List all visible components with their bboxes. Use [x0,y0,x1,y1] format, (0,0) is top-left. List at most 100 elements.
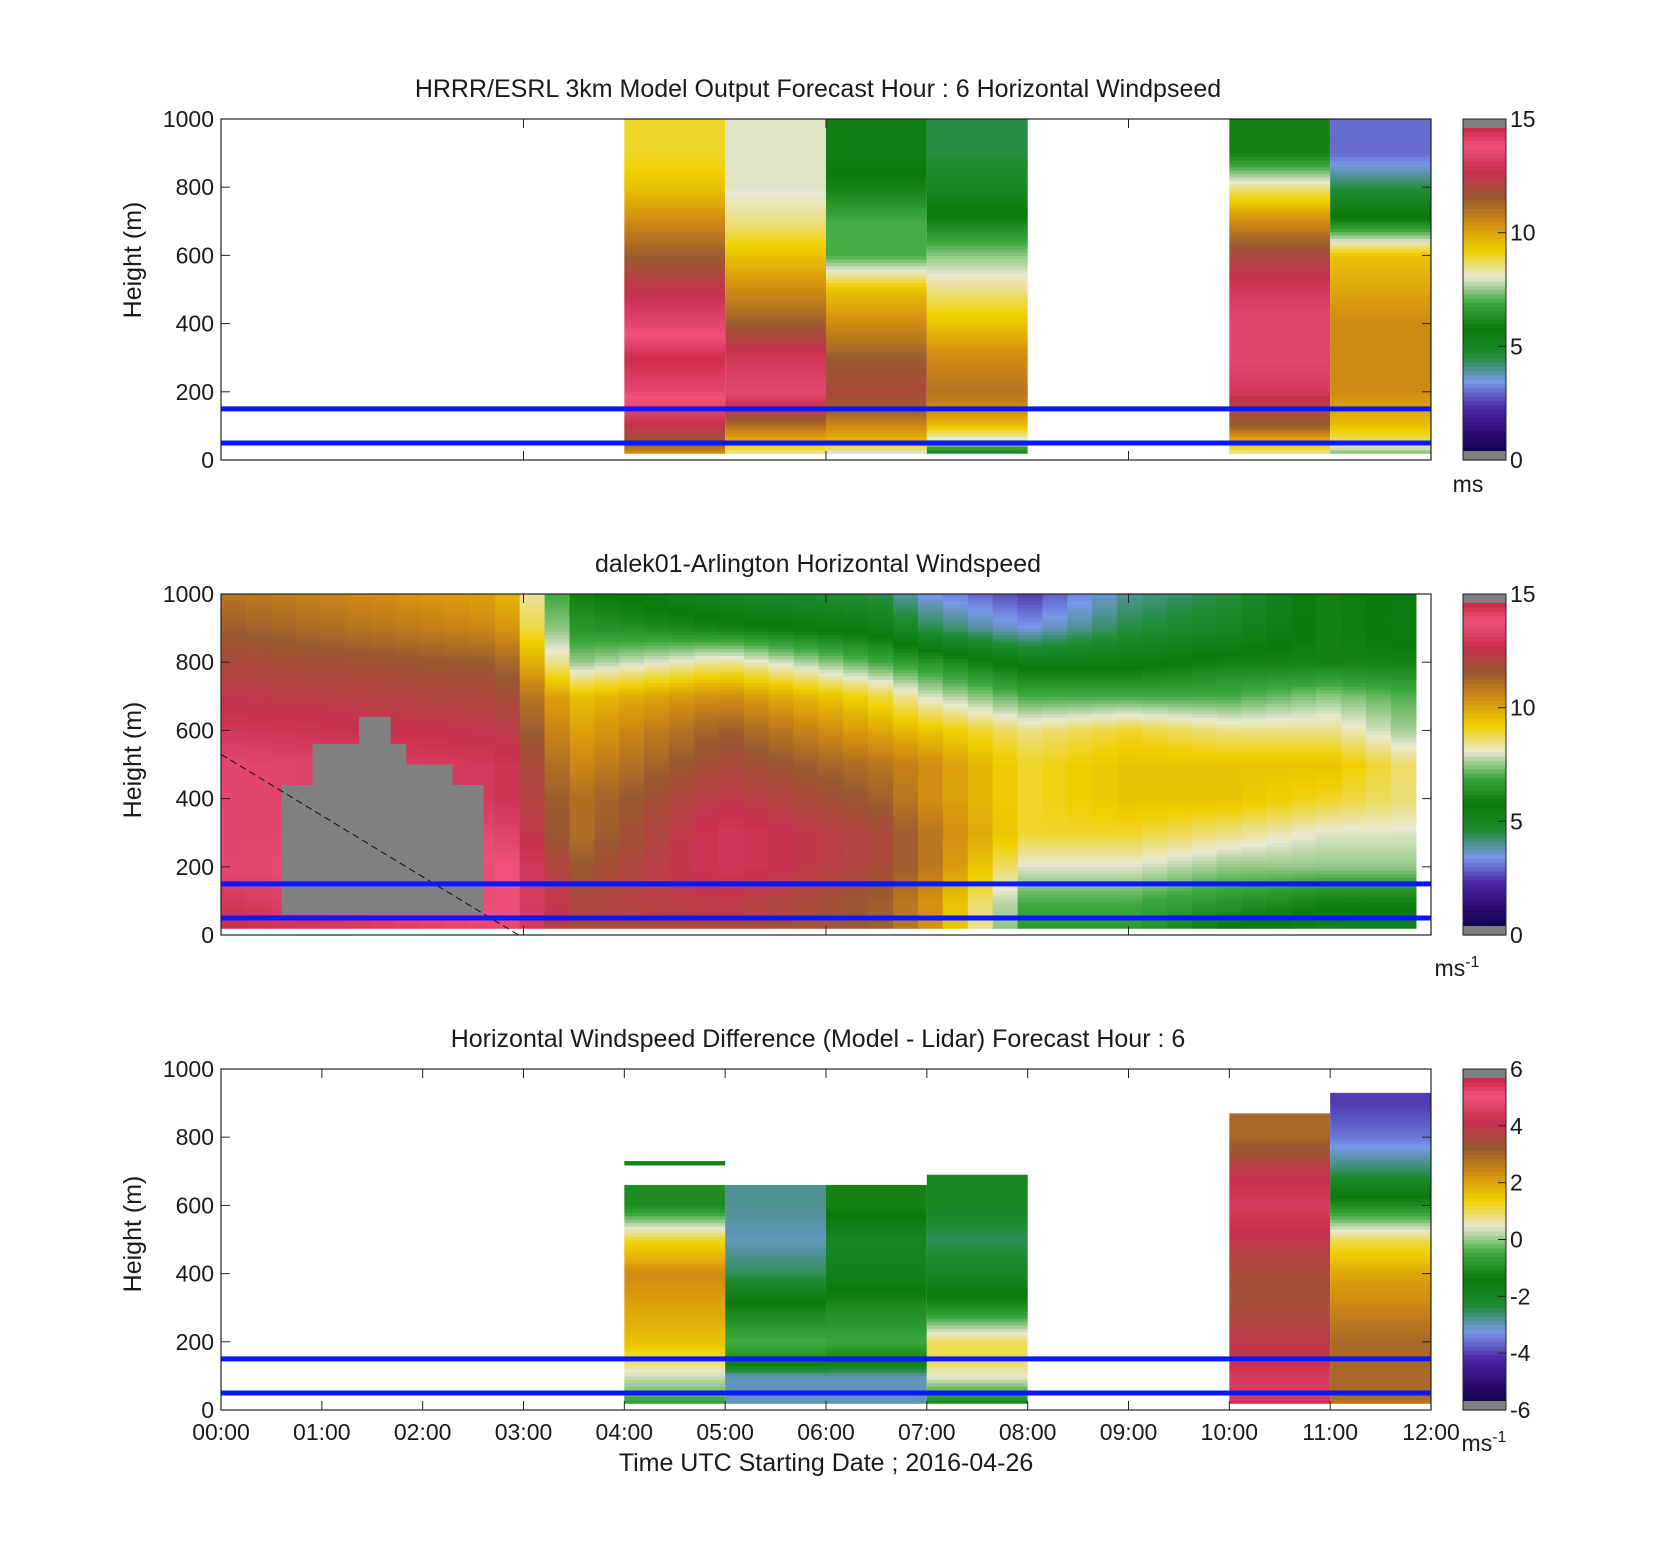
heatmap-cell [718,594,745,599]
heatmap-cell [1241,686,1268,691]
heatmap-cell [1117,665,1143,670]
heatmap-cell [725,347,826,352]
heatmap-cell [619,921,645,926]
heatmap-cell [1266,709,1293,714]
heatmap-cell [320,638,347,643]
heatmap-cell [445,631,471,636]
heatmap-cell [270,723,297,728]
heatmap-cell [1067,699,1093,704]
heatmap-cell [868,815,894,820]
heatmap-cell [718,713,745,718]
heatmap-cell [967,795,994,800]
heatmap-cell [569,842,595,847]
heatmap-cell [1330,149,1431,154]
heatmap-cell [1017,634,1044,639]
heatmap-cell [1017,733,1044,738]
heatmap-cell [893,873,919,878]
heatmap-cell [768,669,795,674]
heatmap-cell [1291,877,1317,882]
heatmap-cell [1216,675,1243,680]
heatmap-cell [893,825,919,830]
heatmap-cell [1142,658,1168,663]
heatmap-cell [221,689,247,694]
heatmap-cell [569,788,595,793]
colorbar-segment [1463,268,1506,274]
heatmap-cell [1166,607,1193,612]
heatmap-cell [868,924,894,929]
heatmap-cell [445,774,471,779]
heatmap-cell [793,924,820,929]
heatmap-cell [544,720,571,725]
heatmap-cell [942,808,969,813]
heatmap-cell [926,159,1028,164]
heatmap-cell [245,778,272,783]
heatmap-cell [569,607,595,612]
heatmap-cell [624,238,726,243]
heatmap-cell [569,709,595,714]
heatmap-cell [544,795,571,800]
heatmap-cell [1191,842,1218,847]
heatmap-cell [295,624,322,629]
heatmap-cell [594,798,620,803]
heatmap-cell [818,839,844,844]
heatmap-cell [1216,692,1243,697]
heatmap-cell [768,866,795,871]
heatmap-cell [320,716,347,721]
heatmap-cell [624,299,726,304]
heatmap-cell [868,607,894,612]
heatmap-cell [818,822,844,827]
heatmap-cell [942,726,969,731]
heatmap-cell [519,836,546,841]
heatmap-cell [619,805,645,810]
heatmap-cell [967,699,994,704]
heatmap-cell [1166,750,1193,755]
heatmap-cell [725,303,826,308]
heatmap-cell [893,839,919,844]
heatmap-cell [320,658,347,663]
heatmap-cell [992,757,1019,762]
heatmap-cell [718,771,745,776]
heatmap-cell [494,853,521,858]
heatmap-cell [345,648,371,653]
heatmap-cell [918,645,944,650]
heatmap-cell [818,611,844,616]
heatmap-cell [1216,853,1243,858]
heatmap-cell [494,805,521,810]
heatmap-cell [1166,726,1193,731]
heatmap-cell [245,624,272,629]
heatmap-cell [395,686,421,691]
heatmap-cell [725,190,826,195]
heatmap-cell [1191,631,1218,636]
heatmap-cell [843,614,869,619]
heatmap-cell [669,842,695,847]
heatmap-cell [669,611,695,616]
heatmap-cell [1067,651,1093,656]
heatmap-cell [594,907,620,912]
heatmap-cell [494,713,521,718]
heatmap-cell [519,798,546,803]
heatmap-cell [718,921,745,926]
heatmap-cell [693,904,720,909]
heatmap-cell [1330,217,1431,222]
heatmap-cell [1166,877,1193,882]
heatmap-cell [1191,767,1218,772]
heatmap-cell [1092,747,1118,752]
heatmap-cell [967,812,994,817]
heatmap-cell [370,658,396,663]
heatmap-cell [768,877,795,882]
heatmap-cell [395,924,421,929]
heatmap-cell [926,265,1028,270]
heatmap-cell [594,784,620,789]
heatmap-cell [245,703,272,708]
heatmap-cell [1042,829,1068,834]
heatmap-cell [320,634,347,639]
heatmap-cell [725,231,826,236]
heatmap-cell [1042,921,1068,926]
heatmap-cell [245,594,272,599]
heatmap-cell [624,313,726,318]
heatmap-cell [942,870,969,875]
heatmap-cell [1266,791,1293,796]
heatmap-cell [1191,784,1218,789]
heatmap-cell [1216,641,1243,646]
heatmap-cell [1092,617,1118,622]
